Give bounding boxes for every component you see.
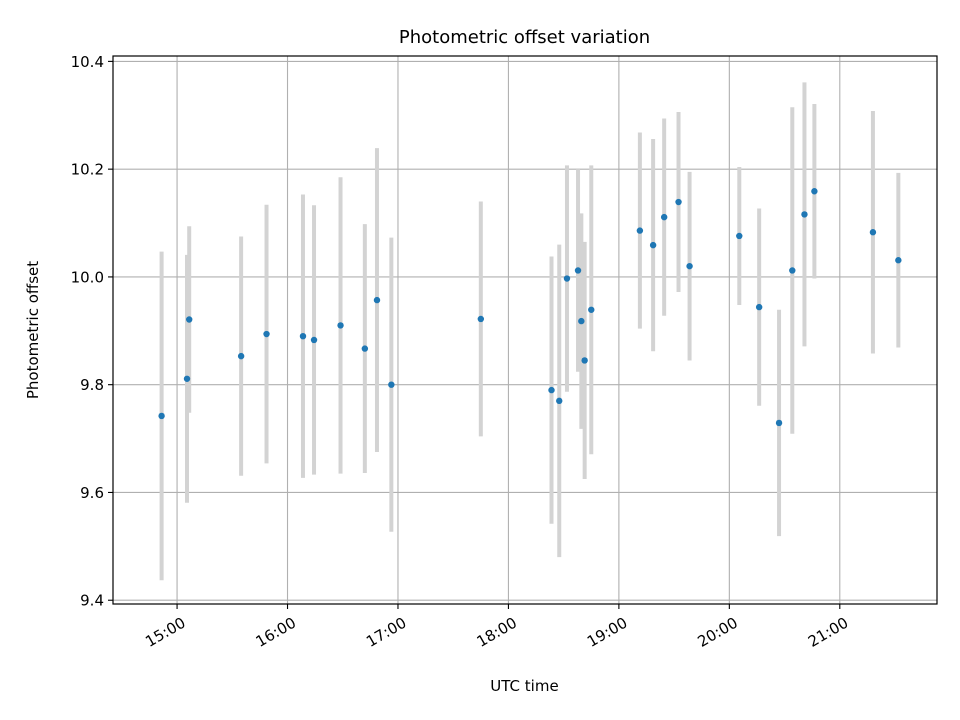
data-point bbox=[636, 227, 644, 234]
data-point bbox=[310, 336, 318, 344]
y-tick-label: 9.4 bbox=[80, 592, 104, 610]
data-point bbox=[660, 213, 668, 221]
y-tick-label: 10.4 bbox=[71, 53, 104, 71]
data-point bbox=[588, 306, 595, 313]
y-axis: 9.4 9.6 9.8 10.0 10.2 10.4 bbox=[71, 53, 113, 610]
data-point bbox=[337, 322, 344, 329]
data-point bbox=[158, 412, 165, 420]
data-point bbox=[361, 345, 369, 352]
data-point bbox=[869, 229, 877, 236]
x-axis-title: UTC time bbox=[490, 677, 558, 695]
data-point bbox=[299, 332, 307, 340]
data-point bbox=[183, 375, 191, 382]
y-tick-label: 10.0 bbox=[71, 268, 104, 286]
data-point bbox=[675, 198, 682, 206]
y-tick-label: 9.8 bbox=[80, 376, 104, 394]
data-point bbox=[578, 317, 585, 325]
data-point bbox=[895, 257, 902, 264]
data-point bbox=[263, 330, 270, 338]
data-point bbox=[373, 296, 381, 304]
y-tick-label: 10.2 bbox=[71, 161, 104, 179]
data-point bbox=[649, 241, 657, 249]
data-points bbox=[158, 188, 902, 427]
y-axis-title: Photometric offset bbox=[24, 261, 42, 399]
chart-title: Photometric offset variation bbox=[399, 27, 650, 48]
plot-frame bbox=[112, 55, 938, 605]
data-point bbox=[581, 357, 588, 364]
y-tick-label: 9.6 bbox=[80, 484, 104, 502]
data-point bbox=[811, 188, 818, 195]
data-point bbox=[574, 267, 582, 274]
data-point bbox=[388, 381, 395, 388]
grid bbox=[113, 56, 937, 604]
data-point bbox=[755, 303, 763, 311]
data-point bbox=[789, 267, 796, 274]
data-point bbox=[736, 232, 743, 240]
data-point bbox=[563, 275, 571, 282]
data-point bbox=[477, 315, 485, 323]
data-point bbox=[686, 262, 693, 270]
data-point bbox=[556, 397, 563, 405]
data-point bbox=[801, 211, 808, 218]
data-point bbox=[237, 352, 245, 360]
data-point bbox=[548, 386, 555, 394]
data-point bbox=[186, 316, 193, 323]
data-point bbox=[775, 419, 783, 427]
